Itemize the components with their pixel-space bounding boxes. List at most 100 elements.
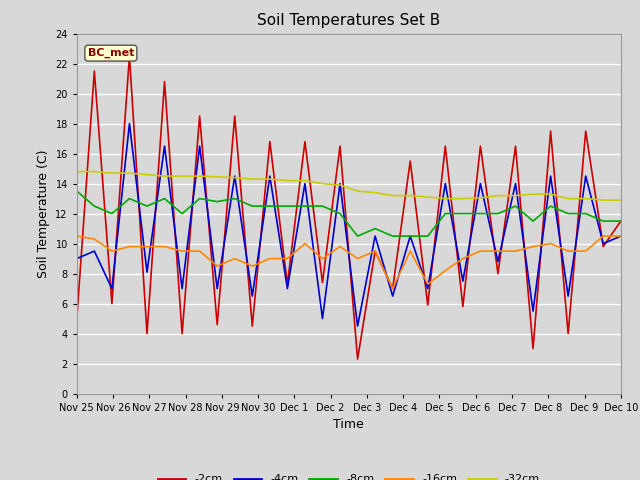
-8cm: [213, 199, 221, 204]
Title: Soil Temperatures Set B: Soil Temperatures Set B: [257, 13, 440, 28]
-8cm: [564, 211, 572, 216]
-32cm: [617, 197, 625, 203]
-16cm: [406, 248, 414, 254]
-32cm: [248, 176, 256, 182]
-2cm: [582, 128, 589, 134]
-8cm: [389, 233, 397, 239]
-2cm: [125, 53, 133, 59]
-4cm: [582, 173, 589, 179]
-4cm: [125, 120, 133, 126]
-32cm: [266, 176, 274, 182]
Line: -16cm: -16cm: [77, 236, 621, 288]
-8cm: [547, 203, 554, 209]
-16cm: [213, 263, 221, 269]
-8cm: [442, 211, 449, 216]
-16cm: [301, 240, 308, 247]
-32cm: [547, 191, 554, 197]
-32cm: [371, 190, 379, 195]
-4cm: [108, 286, 116, 291]
-4cm: [213, 286, 221, 291]
-2cm: [617, 218, 625, 224]
-16cm: [196, 248, 204, 254]
-2cm: [319, 280, 326, 286]
-32cm: [582, 196, 589, 202]
-32cm: [442, 196, 449, 202]
-32cm: [511, 192, 519, 199]
-16cm: [564, 248, 572, 254]
-16cm: [319, 256, 326, 262]
-8cm: [336, 211, 344, 216]
-4cm: [143, 269, 151, 275]
-2cm: [442, 143, 449, 149]
X-axis label: Time: Time: [333, 418, 364, 431]
-32cm: [108, 170, 116, 176]
-8cm: [600, 218, 607, 224]
-4cm: [459, 278, 467, 284]
-2cm: [143, 331, 151, 336]
-2cm: [529, 346, 537, 351]
-2cm: [600, 244, 607, 250]
-16cm: [511, 248, 519, 254]
-2cm: [336, 143, 344, 149]
-8cm: [73, 188, 81, 194]
-32cm: [231, 175, 239, 180]
-2cm: [248, 323, 256, 329]
-16cm: [248, 263, 256, 269]
-32cm: [494, 192, 502, 199]
-32cm: [354, 188, 362, 194]
-16cm: [266, 256, 274, 262]
-2cm: [424, 302, 431, 308]
-2cm: [477, 143, 484, 149]
-8cm: [371, 226, 379, 231]
-2cm: [459, 304, 467, 310]
-4cm: [371, 233, 379, 239]
-8cm: [459, 211, 467, 216]
-16cm: [442, 268, 449, 274]
-2cm: [196, 113, 204, 119]
-2cm: [108, 300, 116, 306]
-2cm: [284, 281, 291, 287]
-32cm: [477, 195, 484, 201]
-8cm: [90, 203, 98, 209]
-2cm: [301, 139, 308, 144]
-32cm: [213, 174, 221, 180]
-16cm: [477, 248, 484, 254]
-4cm: [161, 143, 168, 149]
-8cm: [354, 233, 362, 239]
-4cm: [442, 180, 449, 186]
-2cm: [213, 322, 221, 327]
-8cm: [231, 196, 239, 202]
-16cm: [143, 244, 151, 250]
-16cm: [161, 244, 168, 250]
-8cm: [529, 218, 537, 224]
-8cm: [406, 233, 414, 239]
-2cm: [90, 68, 98, 74]
-2cm: [547, 128, 554, 134]
-4cm: [529, 308, 537, 314]
-8cm: [125, 196, 133, 202]
Y-axis label: Soil Temperature (C): Soil Temperature (C): [36, 149, 50, 278]
-4cm: [511, 180, 519, 186]
-16cm: [354, 256, 362, 262]
-4cm: [547, 173, 554, 179]
-4cm: [284, 286, 291, 291]
-32cm: [196, 173, 204, 179]
-4cm: [231, 173, 239, 179]
-4cm: [336, 180, 344, 186]
-4cm: [90, 248, 98, 254]
-8cm: [161, 196, 168, 202]
-4cm: [319, 316, 326, 322]
-8cm: [511, 203, 519, 209]
-32cm: [179, 173, 186, 179]
-32cm: [529, 191, 537, 197]
-32cm: [406, 192, 414, 199]
-2cm: [564, 331, 572, 336]
-8cm: [248, 203, 256, 209]
-32cm: [600, 197, 607, 203]
-32cm: [319, 180, 326, 186]
-8cm: [477, 211, 484, 216]
-8cm: [319, 203, 326, 209]
-16cm: [617, 233, 625, 239]
-4cm: [617, 233, 625, 239]
-4cm: [73, 256, 81, 262]
